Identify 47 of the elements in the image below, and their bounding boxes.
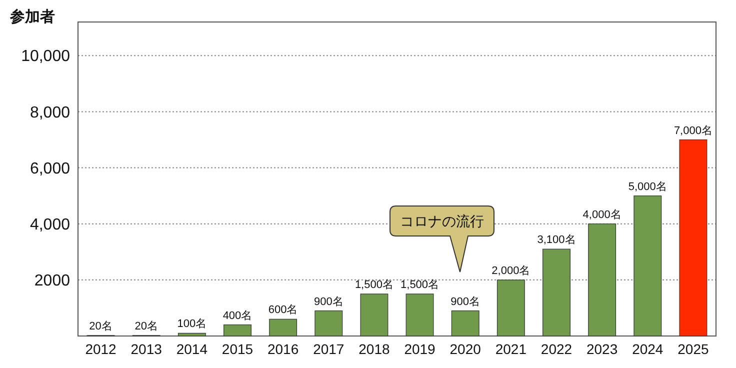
data-label: 5,000名: [628, 180, 667, 193]
x-tick-label: 2016: [267, 341, 299, 357]
x-tick-label: 2019: [404, 341, 436, 357]
y-tick-label: 6,000: [30, 160, 70, 178]
data-label: 2,000名: [492, 264, 530, 277]
x-tick-label: 2020: [450, 341, 482, 357]
data-label: 20名: [89, 320, 112, 332]
bar: [588, 224, 616, 336]
y-tick-label: 2000: [34, 272, 70, 290]
data-label: 600名: [268, 304, 298, 316]
x-tick-label: 2024: [632, 341, 664, 357]
data-label: 1,500名: [354, 278, 394, 291]
bar: [224, 324, 252, 336]
x-tick-label: 2015: [222, 341, 254, 357]
bar: [178, 332, 206, 336]
y-tick-label: 10,000: [21, 48, 70, 66]
x-tick-label: 2018: [358, 341, 390, 357]
x-tick-label: 2022: [540, 341, 572, 357]
data-label: 3,100名: [537, 234, 576, 246]
bar: [360, 294, 388, 336]
bar: [542, 248, 570, 336]
data-label: 100名: [177, 318, 207, 330]
data-label: 20名: [134, 320, 158, 332]
bar: [679, 139, 708, 336]
bar: [496, 280, 525, 336]
x-tick-label: 2023: [586, 341, 618, 357]
y-tick-label: 4,000: [30, 216, 70, 234]
bar: [634, 196, 662, 336]
data-label: 900名: [450, 296, 480, 308]
bar: [406, 294, 434, 336]
data-label: 7,000名: [674, 124, 712, 137]
x-tick-label: 2014: [176, 341, 208, 357]
data-label: 900名: [314, 296, 344, 308]
x-tick-label: 2017: [313, 341, 344, 357]
annotation: コロナの流行: [400, 212, 484, 229]
bar: [269, 318, 298, 336]
x-tick-label: 2021: [495, 341, 527, 357]
y-axis-title: 参加者: [9, 8, 55, 26]
bar: [451, 310, 480, 336]
x-tick-label: 2012: [85, 341, 117, 357]
data-label: 400名: [222, 310, 252, 322]
x-tick-label: 2013: [130, 341, 162, 357]
y-tick-label: 8,000: [30, 104, 70, 122]
data-label: 4,000名: [582, 208, 622, 221]
data-label: 1,500名: [400, 278, 440, 291]
bar: [314, 310, 343, 336]
x-tick-label: 2025: [678, 341, 709, 357]
